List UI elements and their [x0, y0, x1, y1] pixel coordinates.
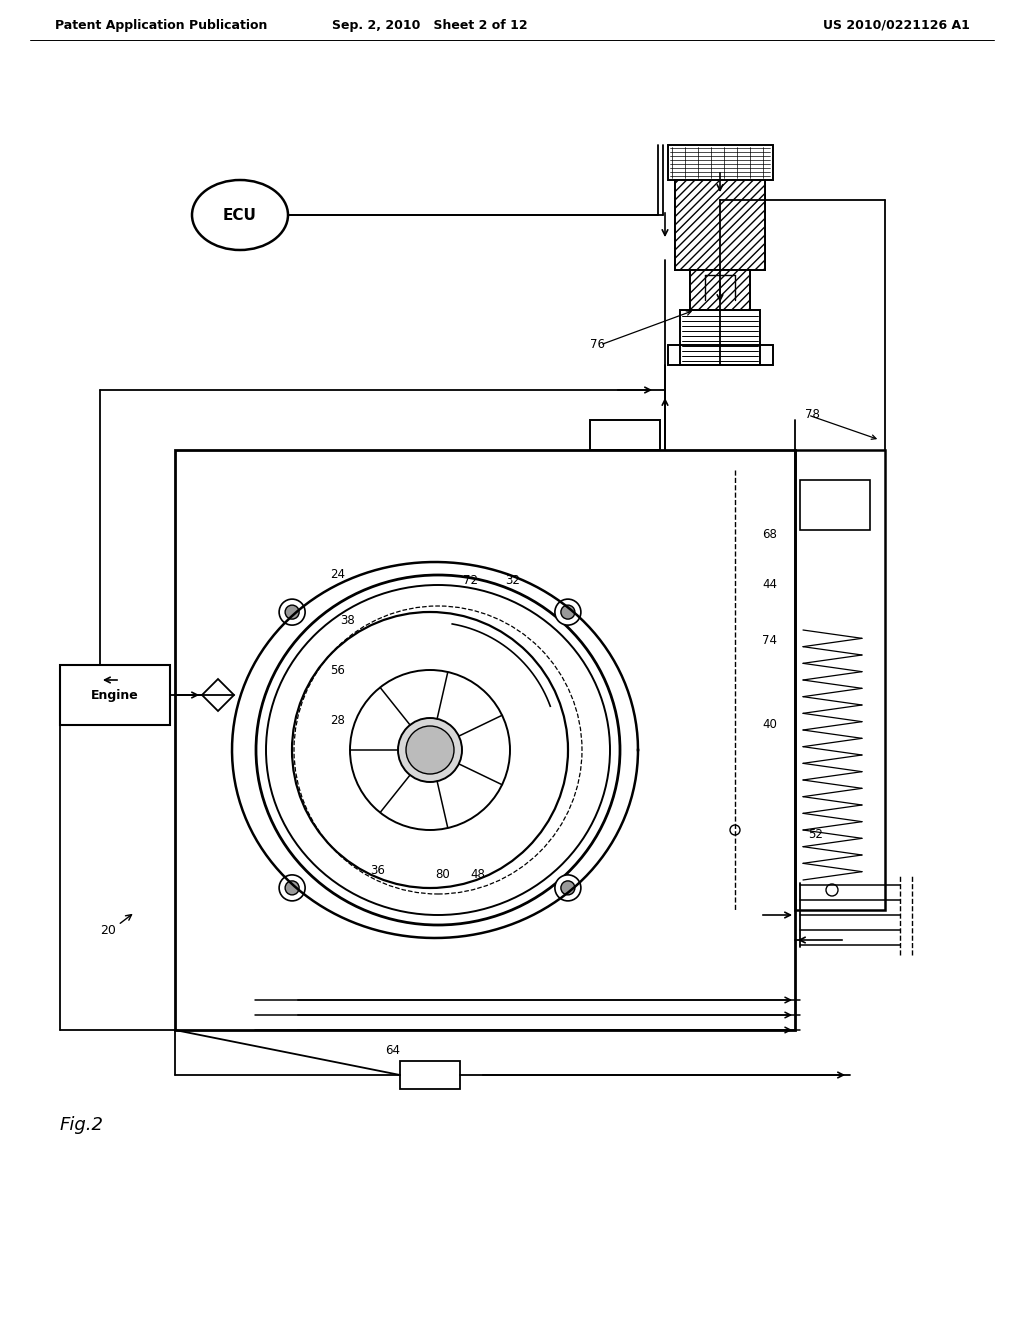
Circle shape	[406, 726, 454, 774]
Bar	[668, 345, 773, 366]
Text: Patent Application Publication: Patent Application Publication	[55, 18, 267, 32]
Circle shape	[285, 880, 299, 895]
Circle shape	[561, 880, 574, 895]
Text: 52: 52	[808, 829, 823, 842]
Text: 56: 56	[330, 664, 345, 676]
Circle shape	[561, 605, 574, 619]
Bar	[668, 145, 773, 180]
Circle shape	[826, 884, 838, 896]
Text: 80: 80	[435, 869, 450, 882]
Text: 32: 32	[505, 573, 520, 586]
Circle shape	[555, 599, 581, 626]
Text: 78: 78	[805, 408, 820, 421]
Text: 64: 64	[385, 1044, 400, 1056]
Bar	[795, 450, 885, 909]
Bar	[690, 271, 750, 310]
Text: 24: 24	[330, 569, 345, 582]
Circle shape	[280, 875, 305, 900]
Circle shape	[555, 875, 581, 900]
Bar	[675, 180, 765, 271]
Text: 20: 20	[100, 924, 116, 936]
Text: Engine: Engine	[91, 689, 139, 701]
Text: 76: 76	[590, 338, 605, 351]
Text: 72: 72	[463, 573, 478, 586]
Text: 28: 28	[330, 714, 345, 726]
Bar	[680, 310, 760, 366]
Text: 74: 74	[762, 634, 777, 647]
Bar	[690, 271, 750, 310]
Bar	[800, 480, 870, 531]
Circle shape	[285, 605, 299, 619]
Circle shape	[730, 825, 740, 836]
Text: ECU: ECU	[223, 207, 257, 223]
Circle shape	[398, 718, 462, 781]
Text: 40: 40	[762, 718, 777, 731]
Bar	[175, 450, 795, 1030]
Bar	[675, 180, 765, 271]
Text: 48: 48	[470, 869, 485, 882]
Bar	[60, 665, 170, 725]
Text: Sep. 2, 2010   Sheet 2 of 12: Sep. 2, 2010 Sheet 2 of 12	[332, 18, 527, 32]
Circle shape	[280, 599, 305, 626]
Text: 44: 44	[762, 578, 777, 591]
Text: 38: 38	[340, 614, 354, 627]
Text: Fig.2: Fig.2	[60, 1115, 104, 1134]
Text: US 2010/0221126 A1: US 2010/0221126 A1	[823, 18, 970, 32]
Bar	[400, 1061, 460, 1089]
Text: 36: 36	[370, 863, 385, 876]
Text: 68: 68	[762, 528, 777, 541]
Bar	[590, 420, 660, 450]
